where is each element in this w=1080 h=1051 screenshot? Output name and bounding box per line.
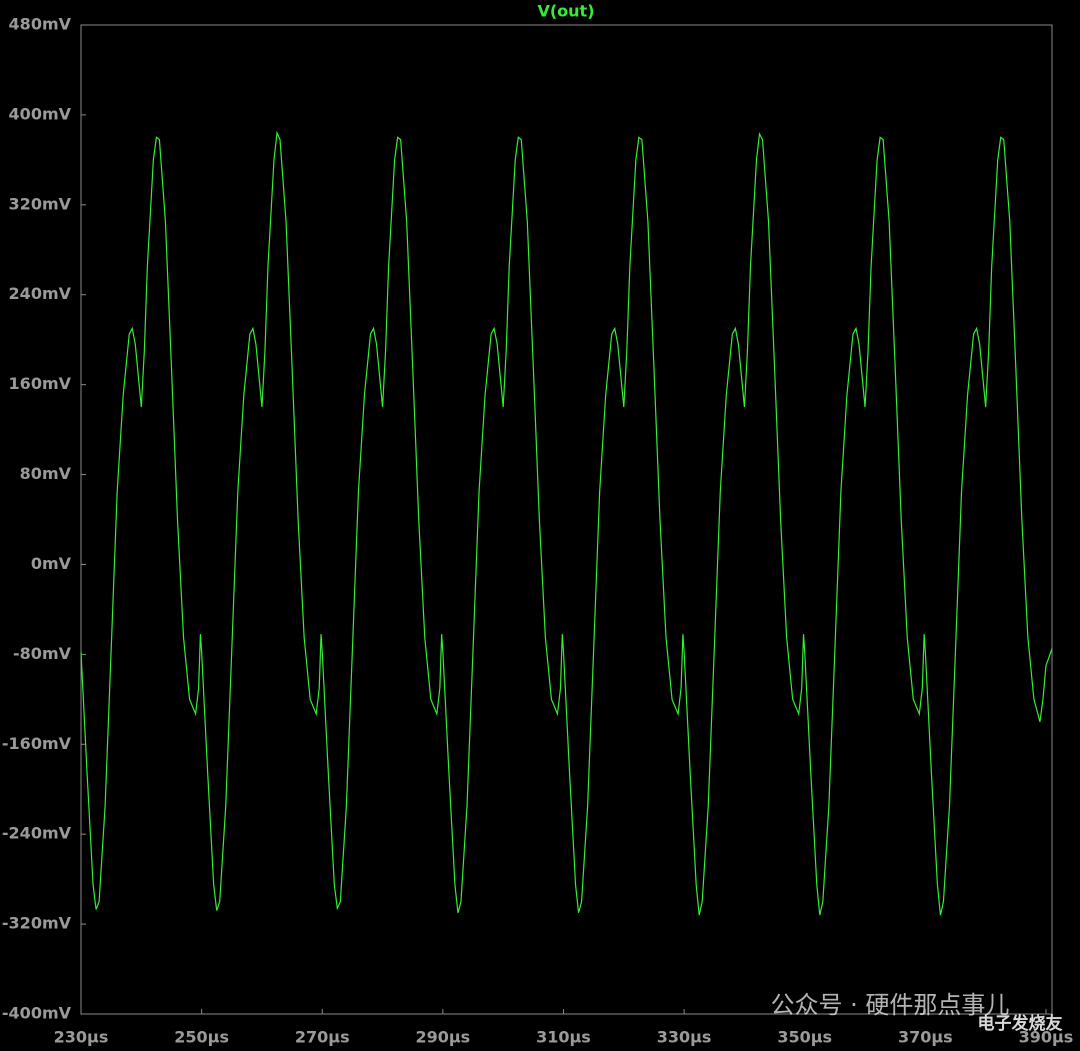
x-tick-label: 310µs (536, 1028, 591, 1047)
series-line (80, 130, 1053, 916)
x-tick-label: 250µs (174, 1028, 229, 1047)
x-tick-label: 390µs (1019, 1028, 1074, 1047)
y-tick-label: 480mV (9, 15, 72, 34)
plot-frame (80, 24, 1053, 1015)
watermark-logo: 电子发烧友 (978, 1013, 1063, 1034)
x-tick-label: 350µs (777, 1028, 832, 1047)
y-tick-label: 0mV (31, 554, 72, 573)
y-tick-label: 400mV (9, 104, 72, 123)
chart-title: V(out) (537, 2, 594, 21)
x-tick-label: 270µs (295, 1028, 350, 1047)
y-tick-label: -320mV (2, 914, 72, 933)
x-tick-label: 370µs (898, 1028, 953, 1047)
y-tick-label: 160mV (9, 374, 72, 393)
y-tick-label: -160mV (2, 734, 72, 753)
y-tick-label: -80mV (13, 644, 72, 663)
y-tick-label: 80mV (20, 464, 72, 483)
y-tick-label: -400mV (2, 1004, 72, 1023)
y-tick-label: 240mV (9, 284, 72, 303)
y-tick-label: 320mV (9, 194, 72, 213)
watermark: 公众号 · 硬件那点事儿 (771, 991, 1010, 1019)
x-tick-label: 330µs (657, 1028, 712, 1047)
x-tick-label: 230µs (54, 1028, 109, 1047)
x-tick-label: 290µs (416, 1028, 471, 1047)
y-tick-label: -240mV (2, 824, 72, 843)
